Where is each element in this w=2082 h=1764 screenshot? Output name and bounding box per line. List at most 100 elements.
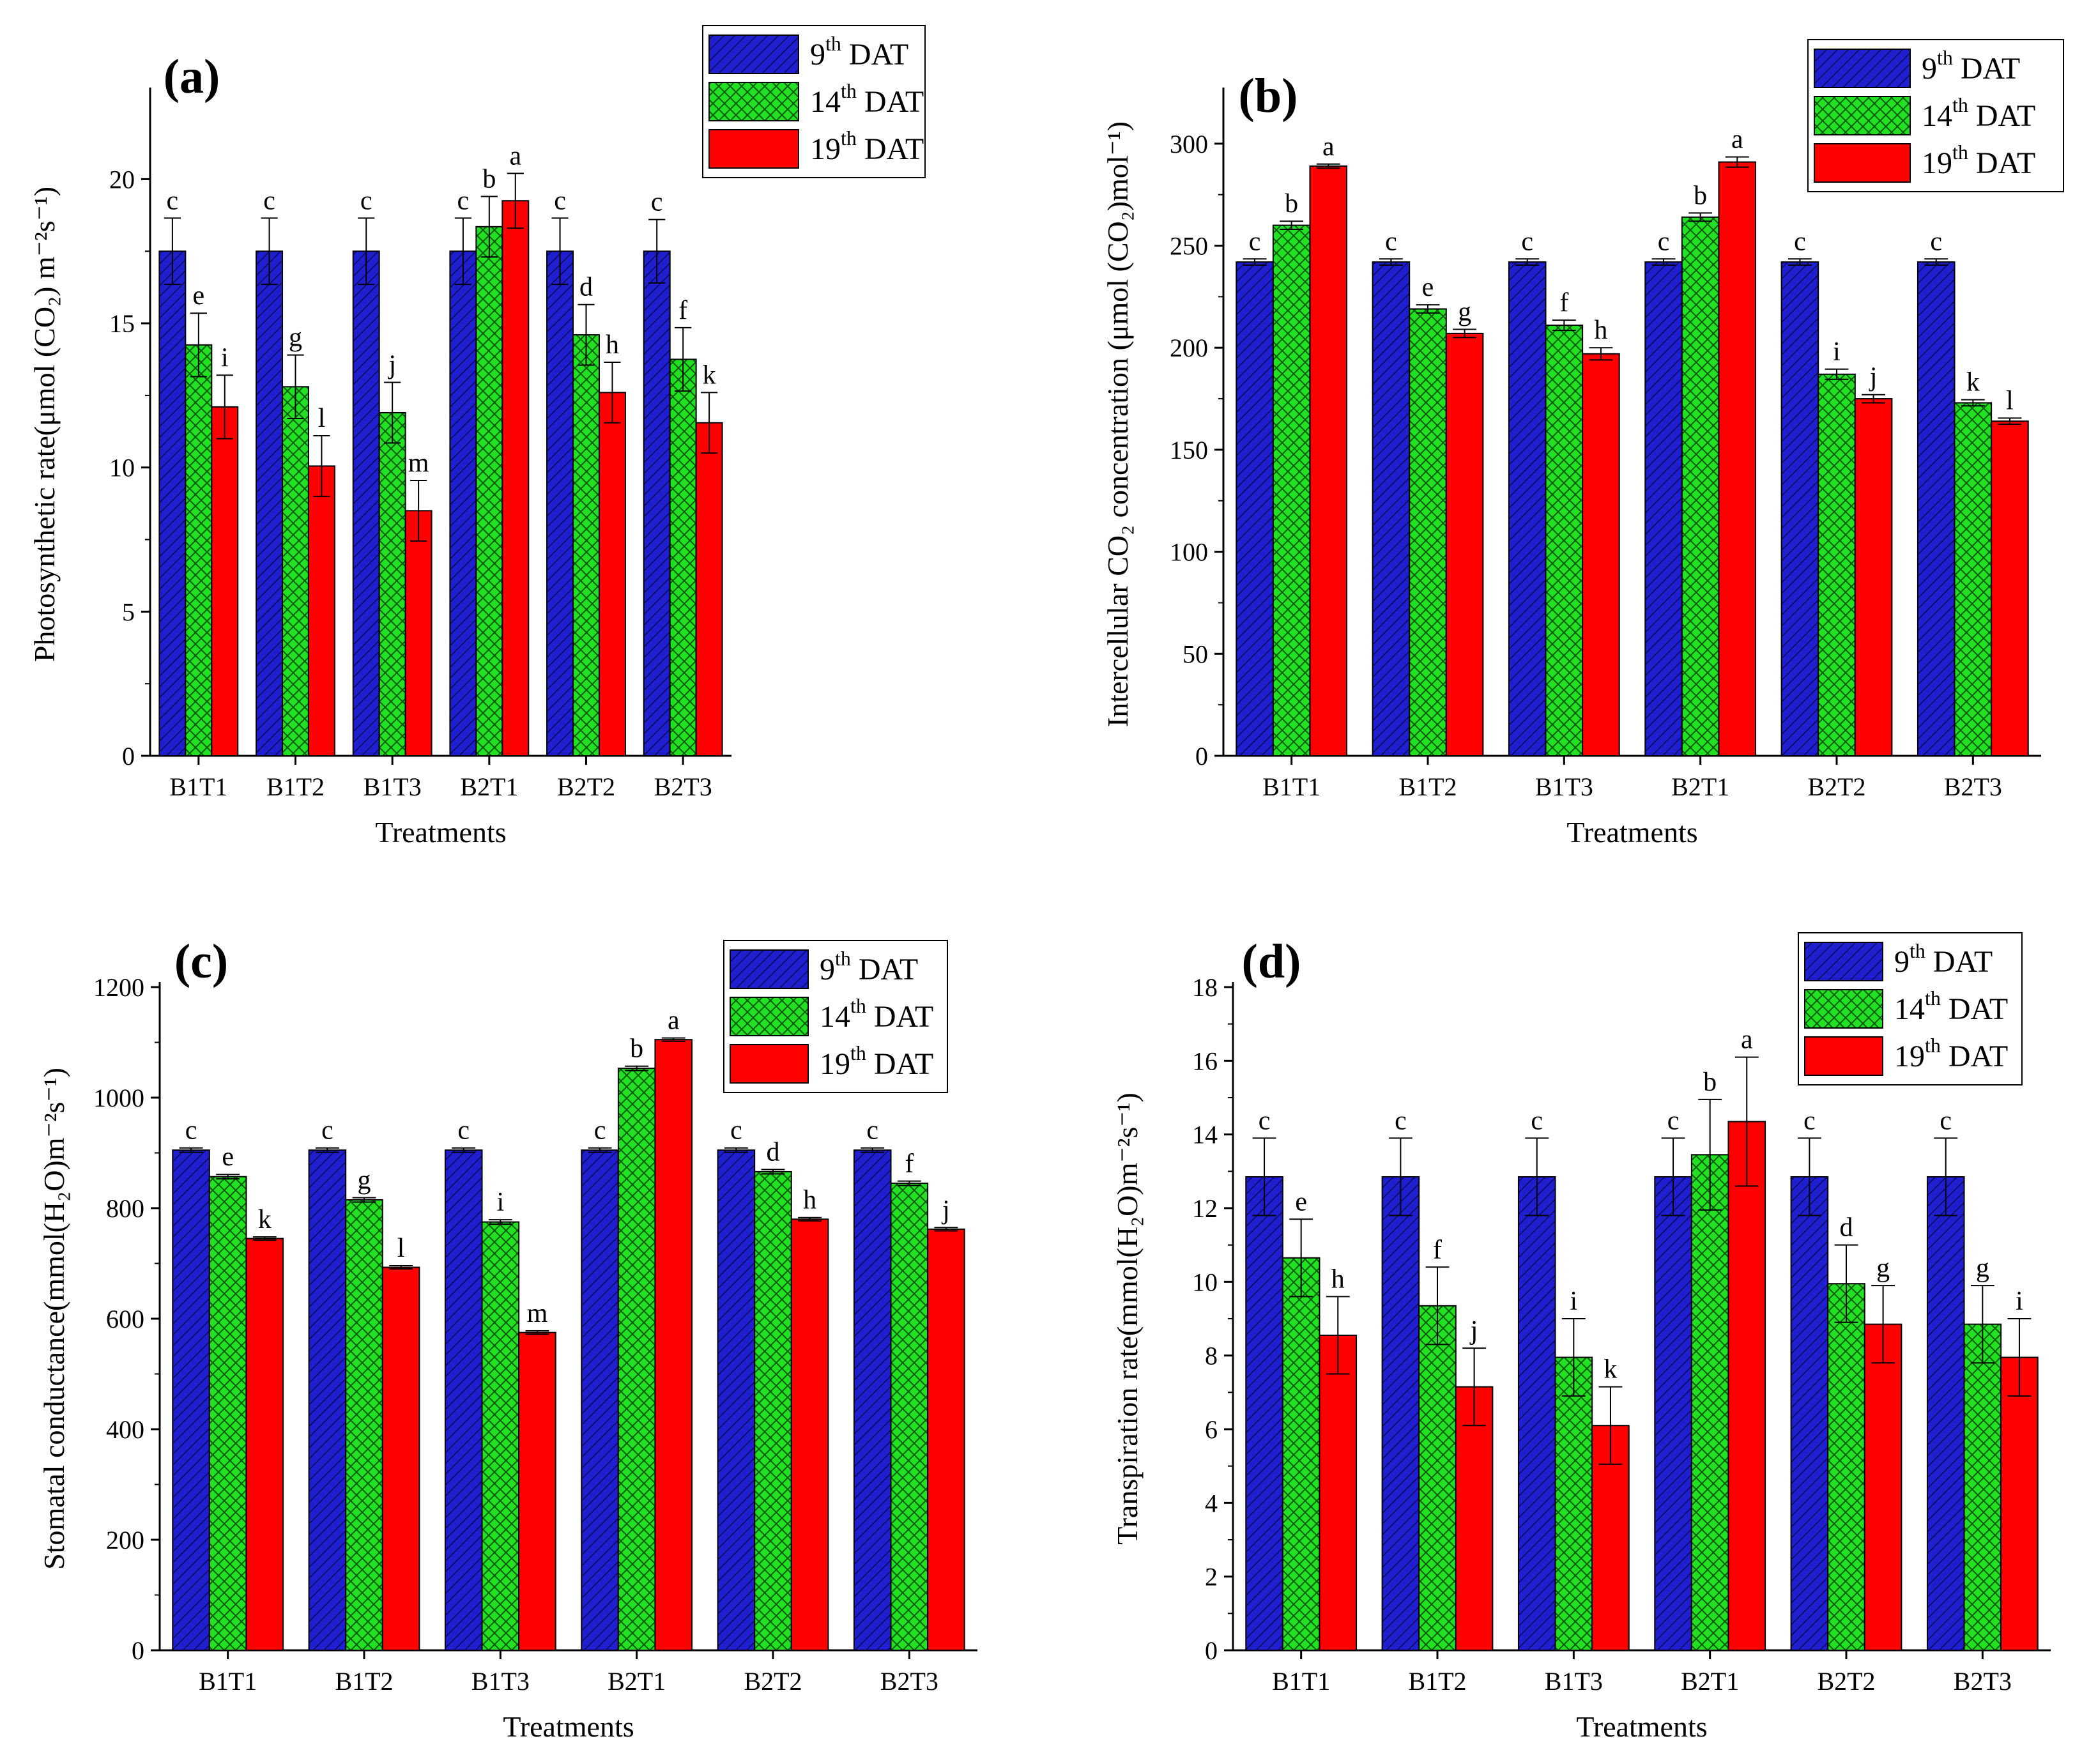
legend-entry-label: 19th DAT [1894, 1034, 2008, 1073]
legend-entry-label: 14th DAT [810, 79, 924, 119]
bar-B2T1-series-1 [581, 1149, 619, 1652]
bar-B1T2-series-1 [308, 1149, 347, 1652]
legend-swatch [730, 1044, 809, 1084]
bar-B1T1-series-2 [1272, 224, 1311, 757]
bar-B2T2-series-1 [717, 1149, 756, 1652]
bar-B2T3-series-1 [1917, 261, 1956, 756]
significance-letter: m [527, 1299, 548, 1328]
significance-letter: h [803, 1186, 816, 1215]
legend-swatch [1814, 143, 1911, 183]
bar-B1T3-series-1 [1508, 261, 1547, 756]
error-bar [410, 480, 427, 542]
legend-swatch [730, 949, 809, 989]
chart-panel-c: (c)020040060080010001200B1T1cekB1T2cglB1… [38, 935, 977, 1743]
significance-letter: a [1322, 132, 1335, 162]
error-bar [1416, 304, 1440, 314]
significance-letter: g [1458, 297, 1471, 326]
error-bar [352, 1197, 376, 1203]
significance-letter: a [1741, 1025, 1753, 1055]
significance-letter: g [358, 1166, 371, 1195]
significance-letter: e [222, 1142, 234, 1172]
x-tick-label: B1T2 [335, 1667, 393, 1696]
significance-letter: e [1422, 273, 1434, 302]
legend-entry-label: 9th DAT [1894, 939, 1993, 979]
significance-letter: c [651, 188, 663, 217]
bar-B1T2-series-1 [1381, 1176, 1420, 1651]
y-tick-label: 14 [1192, 1121, 1218, 1149]
error-bar [507, 173, 524, 229]
error-bar [798, 1216, 822, 1222]
x-tick-label: B1T1 [199, 1667, 257, 1696]
x-tick-label: B1T2 [266, 772, 325, 801]
bar-B1T3-series-1 [352, 250, 380, 756]
x-tick-label: B2T2 [1817, 1667, 1875, 1696]
error-bar [216, 1174, 240, 1180]
x-axis-title: Treatments [503, 1710, 634, 1743]
error-bar [675, 326, 692, 392]
y-tick-label: 8 [1205, 1342, 1218, 1370]
x-tick-label: B1T2 [1408, 1667, 1466, 1696]
bar-B2T3-series-2 [669, 358, 697, 756]
error-bar [1661, 1137, 1685, 1216]
error-bar [179, 1147, 203, 1153]
error-bar [1970, 1285, 1994, 1364]
legend-entry-label: 14th DAT [1894, 986, 2008, 1026]
x-tick-label: B2T1 [608, 1667, 666, 1696]
significance-letter: l [318, 404, 326, 433]
legend-swatch [708, 129, 799, 169]
bar-B1T1-series-3 [1319, 1334, 1358, 1651]
significance-letter: i [2016, 1287, 2023, 1316]
x-axis-title: Treatments [375, 816, 506, 848]
bar-B2T1-series-1 [1644, 261, 1683, 756]
bar-B2T1-series-3 [1727, 1121, 1766, 1651]
bar-B2T3-series-2 [1963, 1323, 2002, 1651]
significance-letter: i [1833, 337, 1841, 367]
significance-letter: a [509, 141, 521, 171]
y-tick-label: 15 [109, 309, 135, 338]
y-tick-label: 16 [1192, 1047, 1218, 1075]
error-bar [1734, 1056, 1759, 1187]
error-bar [551, 217, 569, 286]
legend-entry-label: 14th DAT [820, 994, 933, 1034]
significance-letter: c [594, 1116, 606, 1146]
bar-B2T2-series-2 [572, 334, 600, 756]
legend-entry-label: 14th DAT [1922, 93, 2035, 133]
bar-B1T1-series-2 [208, 1176, 247, 1651]
significance-letter: g [1876, 1254, 1890, 1283]
error-bar [1589, 347, 1613, 361]
significance-letter: c [1803, 1106, 1816, 1135]
y-tick-label: 150 [1170, 436, 1208, 464]
x-tick-label: B1T3 [364, 772, 422, 801]
error-bar [1453, 328, 1477, 339]
bar-B1T1-series-1 [158, 250, 187, 756]
bar-B1T3-series-3 [1582, 353, 1620, 756]
x-tick-label: B1T2 [1398, 772, 1457, 801]
y-tick-label: 300 [1170, 130, 1208, 158]
significance-letter: j [941, 1195, 950, 1225]
bar-B1T2-series-3 [381, 1266, 420, 1652]
bar-B1T1-series-1 [172, 1149, 210, 1652]
bar-B1T2-series-1 [256, 250, 284, 756]
significance-letter: c [1794, 227, 1806, 256]
bar-B1T3-series-1 [1517, 1176, 1556, 1651]
significance-letter: j [1469, 1316, 1478, 1346]
bar-B2T2-series-1 [1780, 261, 1819, 756]
error-bar [897, 1180, 921, 1186]
y-tick-label: 2 [1205, 1563, 1218, 1591]
error-bar [1934, 1137, 1958, 1216]
chart-panel-a: (a)05101520B1T1ceiB1T2cglB1T3cjmB2T1cbaB… [28, 25, 926, 848]
significance-letter: j [387, 351, 396, 380]
significance-letter: g [289, 323, 302, 353]
chart-panel-b: (b)050100150200250300B1T1cbaB1T2cegB1T3c… [1101, 39, 2064, 848]
error-bar [1280, 220, 1304, 230]
x-tick-label: B2T2 [744, 1667, 802, 1696]
x-tick-label: B2T3 [1944, 772, 2002, 801]
legend: 9th DAT 14th DAT 19th DAT [1807, 39, 2064, 192]
error-bar [1316, 163, 1340, 169]
legend: 9th DAT 14th DAT 19th DAT [702, 25, 926, 178]
x-tick-label: B1T3 [1535, 772, 1593, 801]
bar-B2T2-series-2 [754, 1170, 792, 1652]
significance-letter: a [1731, 125, 1743, 155]
error-bar [261, 217, 278, 286]
